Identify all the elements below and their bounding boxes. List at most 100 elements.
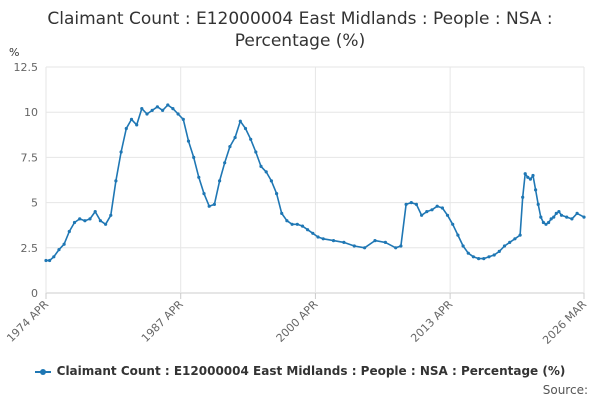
data-point xyxy=(161,108,165,112)
data-point xyxy=(135,123,139,127)
data-point xyxy=(557,210,561,214)
data-point xyxy=(243,126,248,131)
data-point xyxy=(249,137,253,141)
source-label: Source: xyxy=(542,383,588,397)
data-point xyxy=(456,233,460,237)
data-point xyxy=(104,222,108,226)
data-point xyxy=(145,112,149,116)
data-point xyxy=(202,192,206,196)
data-point xyxy=(259,164,263,168)
data-point xyxy=(492,253,496,257)
data-point xyxy=(544,222,548,226)
y-axis-unit-label: % xyxy=(9,46,19,59)
data-point xyxy=(440,206,444,210)
chart-title: Claimant Count : E12000004 East Midlands… xyxy=(0,8,600,52)
data-point xyxy=(181,117,185,121)
data-point xyxy=(316,235,320,239)
data-point xyxy=(228,145,232,149)
data-point xyxy=(254,150,258,154)
x-tick-label: 1974 APR xyxy=(4,298,51,345)
data-point xyxy=(109,213,113,217)
data-point xyxy=(477,257,481,261)
axes: 0 2.5 5 7.5 10 12.5 1974 APR 1987 APR 2000 APR 20… xyxy=(4,61,589,347)
data-point xyxy=(83,219,87,223)
data-point xyxy=(565,215,569,219)
data-point xyxy=(435,204,439,208)
data-point xyxy=(321,237,325,241)
data-point xyxy=(223,161,227,165)
data-point xyxy=(93,210,97,214)
data-point xyxy=(461,244,465,248)
data-point xyxy=(559,213,564,217)
data-point xyxy=(155,105,159,109)
chart-title-line-2: Percentage (%) xyxy=(234,31,366,51)
data-point xyxy=(534,188,538,192)
x-tick-label: 2013 APR xyxy=(408,298,455,345)
data-point xyxy=(409,201,413,205)
data-point xyxy=(521,195,525,199)
data-point xyxy=(523,172,527,176)
data-point xyxy=(570,217,574,221)
data-point xyxy=(541,220,546,225)
y-tick-label: 12.5 xyxy=(14,61,39,74)
data-point xyxy=(554,211,558,215)
data-point xyxy=(295,222,299,226)
data-point xyxy=(404,202,408,206)
data-point xyxy=(119,150,123,154)
data-point xyxy=(352,244,356,248)
data-point xyxy=(306,228,310,232)
data-point xyxy=(425,210,429,214)
data-point xyxy=(176,112,180,116)
data-point xyxy=(487,255,491,259)
data-point xyxy=(497,249,501,253)
data-point xyxy=(78,217,82,221)
data-point xyxy=(331,239,336,243)
data-point xyxy=(552,215,556,219)
legend-series-label: Claimant Count : E12000004 East Midlands… xyxy=(56,364,566,378)
data-point xyxy=(311,231,315,235)
data-point xyxy=(57,248,61,252)
y-tick-label: 7.5 xyxy=(21,151,39,164)
data-point xyxy=(363,246,367,250)
legend[interactable]: Claimant Count : E12000004 East Midlands… xyxy=(0,364,600,378)
data-point xyxy=(513,237,517,241)
data-point xyxy=(290,222,294,226)
data-point xyxy=(549,217,553,221)
data-point xyxy=(508,240,512,244)
data-point xyxy=(114,179,118,183)
data-point xyxy=(192,155,196,159)
data-point xyxy=(129,117,134,121)
data-point xyxy=(445,213,450,217)
data-point xyxy=(44,258,48,263)
data-point xyxy=(547,220,551,225)
data-point xyxy=(399,244,403,248)
data-point xyxy=(373,239,377,243)
data-point xyxy=(207,204,211,208)
x-tick-label: 2026 MAR xyxy=(540,298,589,347)
data-point xyxy=(150,108,154,112)
data-point xyxy=(430,208,434,212)
data-point xyxy=(528,177,533,181)
data-point xyxy=(300,224,305,228)
data-point xyxy=(48,258,52,263)
y-tick-label: 2.5 xyxy=(21,242,39,255)
data-point xyxy=(275,192,279,196)
data-point xyxy=(420,213,424,217)
chart-title-line-1: Claimant Count : E12000004 East Midlands… xyxy=(47,9,553,29)
data-point xyxy=(52,255,56,259)
y-tick-label: 5 xyxy=(31,197,38,210)
data-point xyxy=(186,139,191,143)
data-point xyxy=(88,217,92,221)
data-point xyxy=(502,244,507,248)
data-point xyxy=(518,233,522,237)
data-point xyxy=(197,175,201,179)
data-point xyxy=(482,257,486,261)
data-point xyxy=(218,179,222,183)
grid-lines xyxy=(45,66,585,294)
data-point xyxy=(575,211,579,215)
data-point xyxy=(451,222,455,226)
series-line xyxy=(46,104,585,262)
data-point xyxy=(471,255,475,259)
series-layer xyxy=(44,103,586,263)
